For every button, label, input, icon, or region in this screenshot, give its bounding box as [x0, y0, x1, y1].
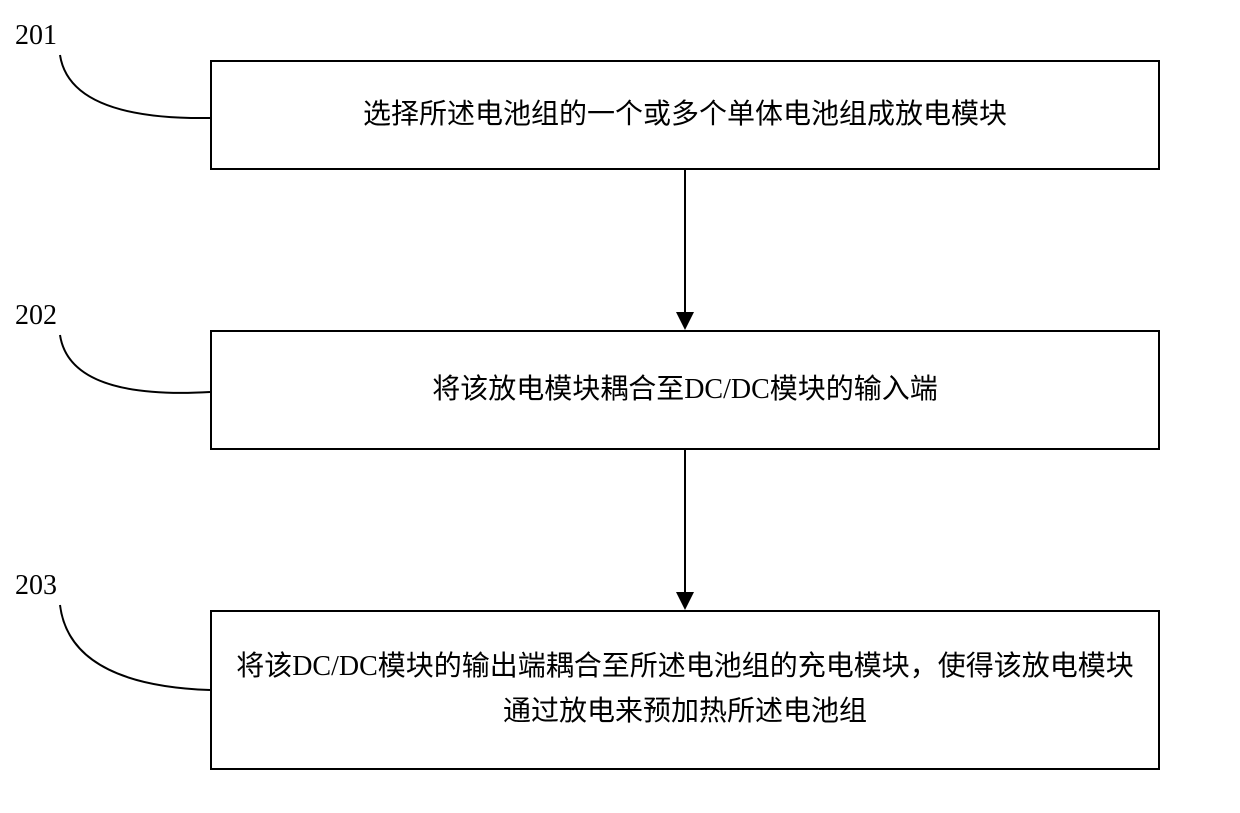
connector-201 [0, 0, 220, 140]
step-box-203: 将该DC/DC模块的输出端耦合至所述电池组的充电模块，使得该放电模块通过放电来预… [210, 610, 1160, 770]
step-box-201: 选择所述电池组的一个或多个单体电池组成放电模块 [210, 60, 1160, 170]
connector-203 [0, 570, 220, 720]
arrow-1 [670, 170, 700, 330]
step-text-202: 将该放电模块耦合至DC/DC模块的输入端 [432, 368, 938, 413]
arrow-2 [670, 450, 700, 610]
step-text-201: 选择所述电池组的一个或多个单体电池组成放电模块 [363, 93, 1007, 138]
connector-202 [0, 300, 220, 420]
step-text-203: 将该DC/DC模块的输出端耦合至所述电池组的充电模块，使得该放电模块通过放电来预… [232, 645, 1138, 735]
step-box-202: 将该放电模块耦合至DC/DC模块的输入端 [210, 330, 1160, 450]
